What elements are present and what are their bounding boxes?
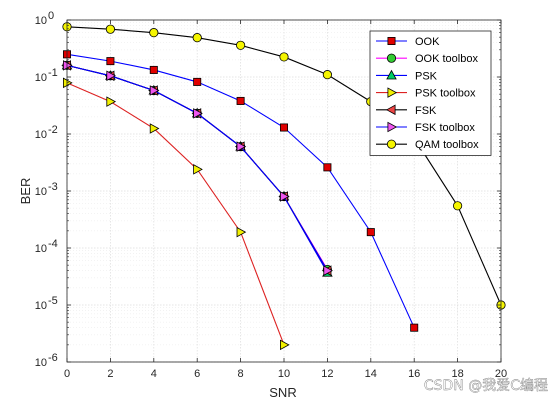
legend-item-psk: PSK: [376, 69, 438, 82]
x-tick-label: 16: [408, 368, 420, 380]
y-tick-label: 10: [35, 357, 47, 369]
data-point: [193, 77, 202, 86]
series-fsk-toolbox: [63, 60, 334, 276]
x-axis-label: SNR: [269, 385, 296, 400]
y-tick-label-exponent: -5: [48, 295, 58, 307]
x-tick-label: 4: [151, 368, 157, 380]
y-tick-label-exponent: -4: [48, 238, 58, 250]
data-point: [279, 123, 288, 132]
x-tick-label: 14: [365, 368, 377, 380]
y-tick-label-exponent: -6: [48, 352, 58, 364]
data-point: [279, 191, 290, 202]
series-group: [61, 22, 506, 351]
legend-label: PSK: [415, 70, 438, 82]
x-tick-label: 20: [495, 368, 507, 380]
y-tick-label: 10: [35, 72, 47, 84]
data-point: [193, 108, 203, 119]
y-tick-label-exponent: -2: [48, 124, 58, 136]
grid: [66, 19, 502, 363]
data-point: [279, 339, 290, 351]
legend-label: QAM toolbox: [415, 139, 479, 151]
watermark-text: CSDN @我爱C编程: [424, 378, 548, 394]
data-point: [279, 52, 289, 62]
legend-marker: [387, 121, 398, 133]
data-point: [63, 77, 73, 89]
legend-label: OOK: [415, 36, 440, 48]
legend-marker: [386, 53, 397, 63]
data-point: [106, 96, 117, 107]
x-tick-label: 8: [238, 368, 244, 380]
data-point: [106, 70, 117, 82]
data-point: [105, 24, 116, 34]
x-tick-label: 12: [321, 368, 333, 380]
data-point: [452, 201, 463, 211]
legend-marker: [386, 139, 397, 149]
data-point: [236, 141, 247, 152]
data-point: [410, 323, 419, 332]
legend-label: FSK: [415, 105, 437, 117]
data-point: [236, 40, 246, 50]
data-point: [149, 85, 160, 96]
data-point: [322, 70, 332, 80]
data-point: [63, 60, 73, 71]
data-point: [323, 265, 334, 276]
legend-marker: [386, 69, 397, 80]
x-tick-label: 6: [194, 368, 200, 380]
legend-label: PSK toolbox: [415, 88, 476, 100]
y-tick-label: 10: [35, 15, 47, 27]
legend: OOK OOK toolbox PSK PSK toolbox FSK FSK toolb…: [369, 30, 492, 156]
data-point: [236, 226, 247, 238]
legend-label: OOK toolbox: [415, 53, 478, 65]
x-tick-label: 18: [451, 368, 463, 380]
series-line: [66, 82, 285, 346]
y-tick-label: 10: [35, 186, 47, 198]
data-point: [106, 57, 115, 66]
legend-item-ook: OOK: [376, 36, 440, 48]
data-point: [236, 96, 245, 105]
y-tick-label: 10: [35, 243, 47, 255]
x-tick-label: 0: [64, 368, 70, 380]
legend-marker: [387, 87, 398, 98]
series-psk-toolbox: [63, 77, 290, 351]
data-point: [149, 123, 160, 134]
y-tick-label-exponent: -1: [48, 67, 58, 79]
legend-marker: [387, 37, 396, 46]
y-tick-label: 10: [35, 300, 47, 312]
legend-item-qam-toolbox: QAM toolbox: [376, 139, 479, 151]
y-axis-label: BER: [18, 178, 33, 205]
data-point: [192, 33, 202, 43]
series-ook: [63, 50, 419, 332]
axes: [66, 19, 502, 363]
legend-item-psk-toolbox: PSK toolbox: [376, 87, 476, 100]
y-tick-label: 10: [35, 129, 47, 141]
data-point: [193, 164, 203, 175]
y-tick-label-exponent: -3: [48, 181, 58, 193]
data-point: [323, 163, 332, 172]
legend-item-fsk-toolbox: FSK toolbox: [376, 121, 475, 134]
x-tick-label: 10: [278, 368, 290, 380]
data-point: [149, 65, 158, 74]
legend-marker: [385, 104, 396, 116]
data-point: [149, 28, 159, 38]
data-point: [366, 228, 375, 237]
legend-label: FSK toolbox: [415, 122, 475, 134]
legend-item-fsk: FSK: [376, 104, 437, 117]
x-tick-label: 2: [107, 368, 113, 380]
y-tick-label-exponent: 0: [48, 10, 54, 22]
legend-item-ook-toolbox: OOK toolbox: [376, 53, 478, 65]
